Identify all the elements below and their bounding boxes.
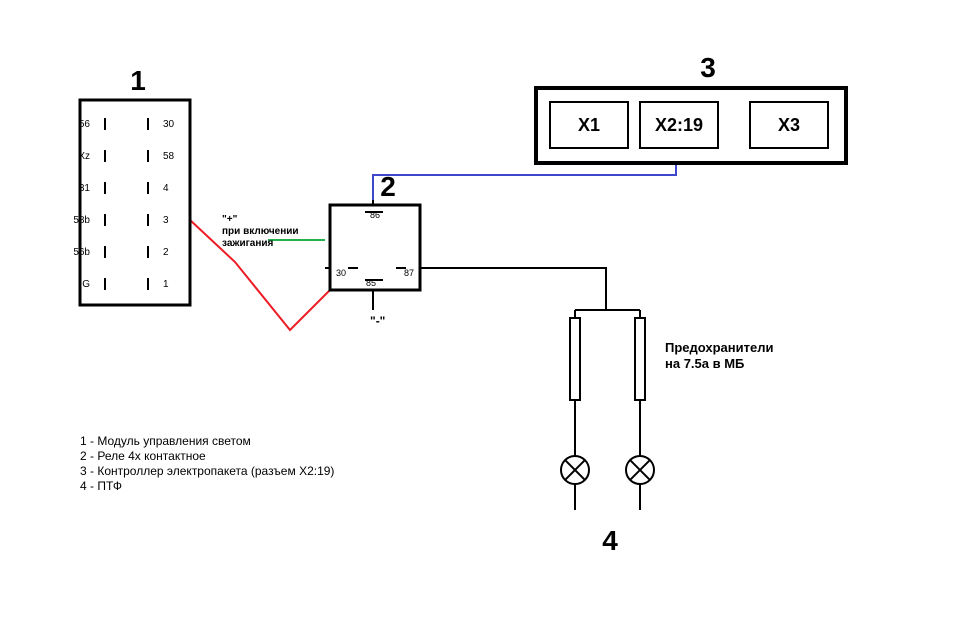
block1-pin-left-label-5: G <box>82 279 90 290</box>
legend-line-2: 3 - Контроллер электропакета (разъем Х2:… <box>80 464 334 478</box>
fuse-label-0: Предохранители <box>665 340 773 355</box>
block1-pin-right-label-2: 4 <box>163 183 169 194</box>
block3-number: 3 <box>700 52 716 83</box>
block1-pin-left-label-4: 56b <box>73 247 90 258</box>
block1-pin-right-label-3: 3 <box>163 215 169 226</box>
block1-number: 1 <box>130 65 146 96</box>
block1-pin-left-label-3: 58b <box>73 215 90 226</box>
block1-pin-right-label-0: 30 <box>163 119 175 130</box>
block1-pin-left-label-2: 31 <box>79 183 91 194</box>
block1-pin-left-label-0: 56 <box>79 119 91 130</box>
block1-pin-right-label-5: 1 <box>163 279 169 290</box>
block2-number: 2 <box>380 171 396 202</box>
fuse-0 <box>570 318 580 400</box>
legend-line-3: 4 - ПТФ <box>80 479 122 493</box>
block2-pin-label-p30: 30 <box>336 268 346 278</box>
fuse-label-1: на 7.5а в МБ <box>665 356 744 371</box>
block1-pin-left-label-1: Xz <box>78 151 90 162</box>
block1-pin-right-label-4: 2 <box>163 247 169 258</box>
legend-line-1: 2 - Реле 4х контактное <box>80 449 206 463</box>
green-label-1: при включении <box>222 226 299 237</box>
block4-number: 4 <box>602 525 618 556</box>
legend-line-0: 1 - Модуль управления светом <box>80 434 251 448</box>
block3-slot-label-1: X2:19 <box>655 115 703 135</box>
fuse-1 <box>635 318 645 400</box>
block1-rect <box>80 100 190 305</box>
green-label-0: "+" <box>222 214 238 225</box>
block2-minus-label: "-" <box>370 314 385 328</box>
wire-3 <box>426 268 606 310</box>
green-label-2: зажигания <box>222 238 274 249</box>
block1-pin-right-label-1: 58 <box>163 151 175 162</box>
block3-slot-label-0: X1 <box>578 115 600 135</box>
block2-pin-label-p87: 87 <box>404 268 414 278</box>
block3-slot-label-2: X3 <box>778 115 800 135</box>
